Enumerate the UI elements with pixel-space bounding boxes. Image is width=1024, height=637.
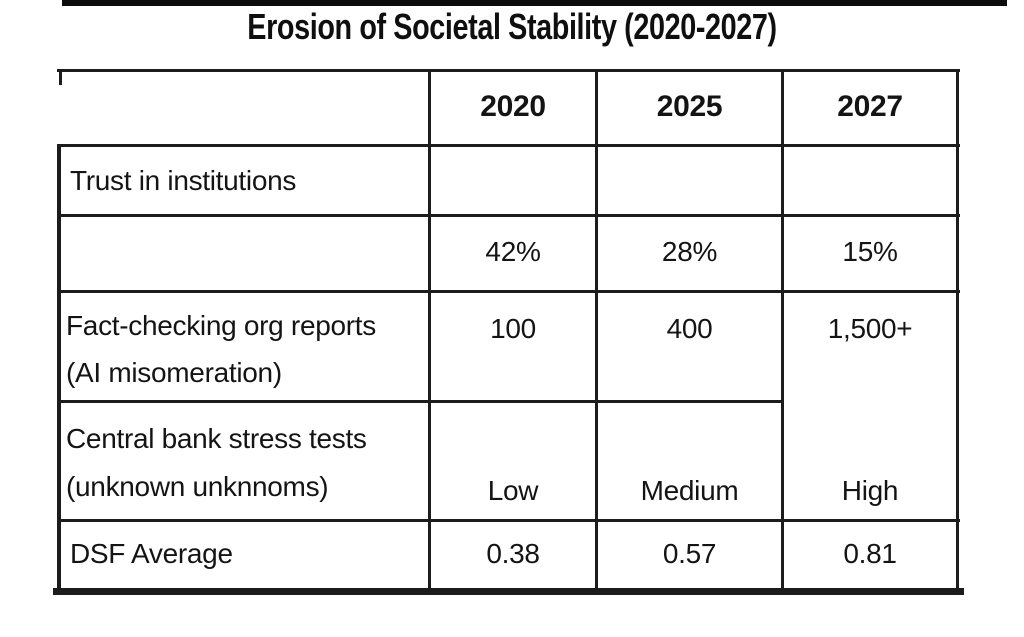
table-border-left (57, 144, 61, 595)
cell-percent-2025: 28% (661, 236, 718, 267)
cell-percent-2027: 15% (842, 236, 898, 267)
page-title: Erosion of Societal Stability (2020-2027… (247, 6, 777, 47)
row-label-central-bank: Central bank stress tests (unknown unknn… (66, 415, 367, 511)
column-header-2027: 2027 (837, 90, 903, 123)
grid-line-centralbank-bottom (57, 519, 960, 522)
cell-centralbank-2020: Low (487, 475, 539, 506)
cell-factcheck-2027-merged-top: 1,500+ (827, 313, 913, 344)
cell-percent-2020: 42% (485, 236, 541, 267)
grid-line-header-bottom (57, 144, 960, 147)
column-header-2025: 2025 (656, 90, 723, 123)
grid-line-col1 (428, 69, 431, 595)
grid-line-factcheck-bottom-partial (57, 400, 784, 403)
cell-dsf-2020: 0.38 (486, 538, 540, 569)
table-border-top (57, 69, 960, 72)
top-edge-artifact (62, 0, 1007, 6)
row-label-fact-checking: Fact-checking org reports (AI misomerati… (66, 302, 376, 396)
table-border-right (956, 69, 959, 595)
row-label-fact-checking-line2: (AI misomeration) (66, 357, 282, 388)
cell-centralbank-2025: Medium (640, 475, 739, 506)
grid-line-percent-bottom (57, 290, 960, 293)
grid-line-col2 (595, 69, 598, 595)
grid-line-trust-bottom (57, 214, 960, 217)
cell-factcheck-2025: 400 (666, 313, 713, 344)
cell-dsf-2027: 0.81 (843, 538, 897, 569)
row-label-dsf-average: DSF Average (70, 538, 233, 569)
row-label-trust: Trust in institutions (70, 165, 297, 196)
cell-dsf-2025: 0.57 (662, 538, 717, 569)
cell-centralbank-2027-merged-bottom: High (841, 475, 899, 506)
row-label-central-bank-line1: Central bank stress tests (66, 423, 367, 454)
row-label-central-bank-line2: (unknown unknnoms) (66, 471, 329, 502)
row-label-fact-checking-line1: Fact-checking org reports (66, 310, 376, 341)
column-header-2020: 2020 (480, 90, 546, 123)
table-border-left-tick (59, 69, 62, 85)
cell-factcheck-2020: 100 (490, 313, 536, 344)
grid-line-col3 (781, 69, 784, 595)
table-border-bottom (53, 588, 964, 595)
